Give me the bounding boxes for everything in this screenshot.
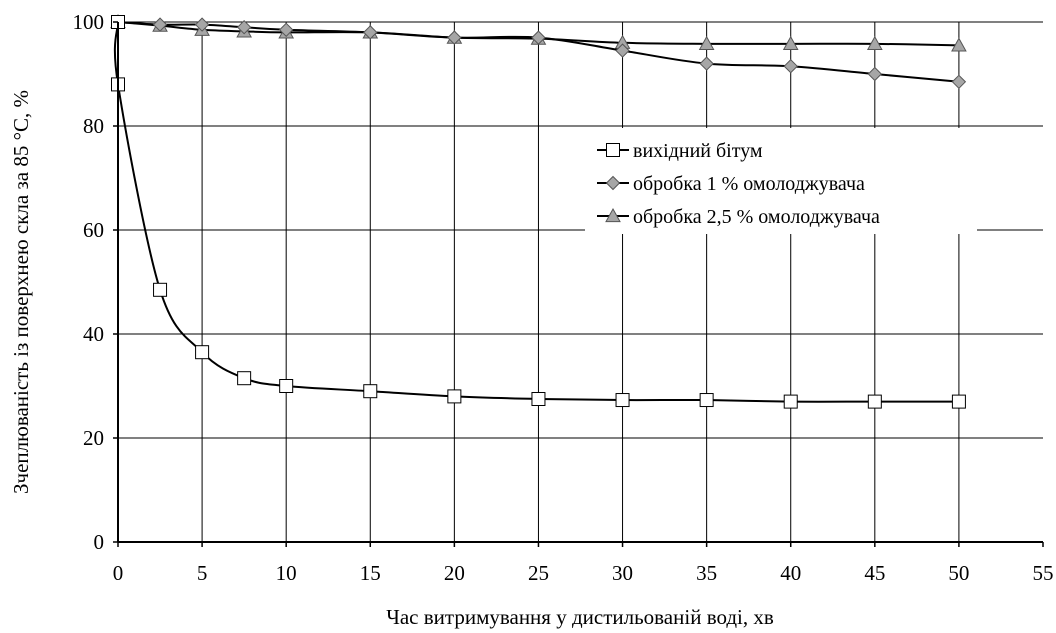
y-axis-title: Зчеплюваність із поверхнею скла за 85 °С… [9, 90, 33, 494]
x-tick-label: 55 [1033, 561, 1054, 585]
x-tick-label: 50 [948, 561, 969, 585]
grid [118, 21, 1043, 542]
x-tick-label: 10 [276, 561, 297, 585]
data-point [867, 394, 882, 409]
legend-marker [605, 207, 621, 223]
data-point [783, 394, 798, 409]
x-tick-label: 35 [696, 561, 717, 585]
data-point [866, 35, 883, 50]
data-point [447, 30, 462, 45]
legend-item: обробка 2,5 % омолоджувача [597, 206, 880, 228]
series-layer [110, 13, 967, 409]
data-point [279, 379, 294, 393]
x-tick-label: 45 [864, 561, 885, 585]
data-point [699, 56, 714, 71]
y-tick-label: 20 [83, 426, 104, 450]
x-axis-title: Час витримування у дистильованій воді, х… [386, 605, 774, 629]
data-point [447, 389, 462, 404]
y-tick-label: 80 [83, 114, 104, 138]
legend-background [585, 128, 977, 234]
data-point [237, 371, 252, 386]
axes: 0 20 40 60 80 100 0 5 10 15 20 25 30 35 40 45 50 55 [73, 10, 1054, 585]
x-tick-label: 40 [780, 561, 801, 585]
data-point [615, 43, 630, 58]
x-tick-label: 20 [444, 561, 465, 585]
data-point [195, 345, 210, 360]
data-point [531, 392, 546, 406]
data-point [363, 25, 378, 40]
data-point [951, 37, 967, 52]
legend-label: вихідний бітум [633, 140, 763, 162]
series-line [113, 21, 959, 403]
y-tick-label: 100 [73, 10, 105, 34]
data-point [152, 17, 168, 32]
data-point [278, 22, 294, 38]
data-point [951, 74, 967, 90]
data-point [782, 35, 799, 50]
data-point [867, 66, 883, 82]
y-tick-label: 0 [94, 530, 105, 554]
data-point [153, 282, 168, 297]
legend: вихідний бітум обробка 1 % омолоджувача об… [585, 128, 977, 234]
y-tick-label: 60 [83, 218, 104, 242]
legend-item: вихідний бітум [597, 140, 763, 162]
data-point [951, 394, 966, 409]
data-point [531, 30, 546, 45]
x-tick-label: 25 [528, 561, 549, 585]
data-point [363, 384, 378, 399]
data-point [698, 35, 715, 50]
data-point [236, 19, 252, 35]
data-point [194, 17, 210, 32]
data-point [783, 58, 798, 74]
data-point [699, 393, 714, 408]
x-tick-label: 15 [360, 561, 381, 585]
y-tick-label: 40 [83, 322, 104, 346]
legend-item: обробка 1 % омолоджувача [597, 173, 865, 195]
legend-label: обробка 1 % омолоджувача [633, 173, 865, 195]
legend-marker [606, 143, 620, 157]
legend-label: обробка 2,5 % омолоджувача [633, 206, 880, 228]
data-point [615, 393, 630, 408]
legend-marker [605, 175, 621, 191]
x-tick-label: 0 [113, 561, 124, 585]
x-tick-label: 30 [612, 561, 633, 585]
x-tick-label: 5 [197, 561, 208, 585]
